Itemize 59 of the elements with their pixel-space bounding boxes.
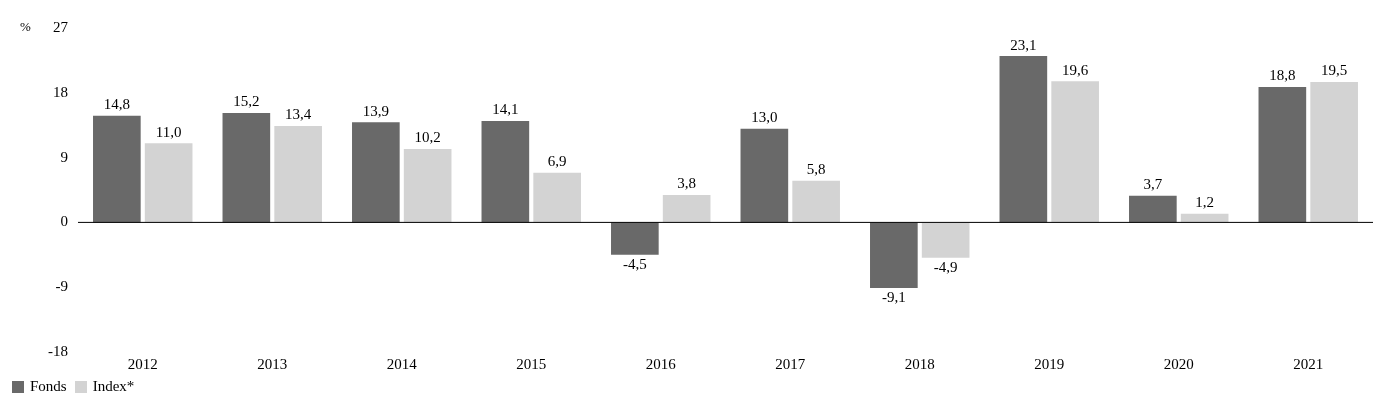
data-label: 11,0 xyxy=(155,123,182,140)
data-label: 10,2 xyxy=(414,129,441,146)
y-tick-label: 18 xyxy=(53,83,68,100)
x-tick-label: 2019 xyxy=(1034,355,1065,372)
legend-label: Index* xyxy=(92,378,135,395)
x-tick-label: 2020 xyxy=(1163,355,1194,372)
bar xyxy=(1310,82,1358,223)
bar xyxy=(1129,195,1177,223)
data-label: 18,8 xyxy=(1269,67,1296,84)
x-tick-label: 2021 xyxy=(1293,355,1324,372)
data-label: 15,2 xyxy=(233,93,260,110)
bar xyxy=(870,222,918,288)
data-label: 1,2 xyxy=(1195,194,1215,211)
bar xyxy=(403,148,452,223)
bar xyxy=(274,125,322,223)
data-label: 13,0 xyxy=(751,109,778,126)
y-tick-label: 0 xyxy=(60,213,68,230)
data-label: 23,1 xyxy=(1010,36,1037,53)
y-tick-label: -9 xyxy=(55,278,68,295)
bar xyxy=(1180,213,1229,223)
data-label: 14,1 xyxy=(492,101,519,118)
data-label: 5,8 xyxy=(806,161,826,178)
legend-label: Fonds xyxy=(30,378,67,395)
data-label: 14,8 xyxy=(103,96,130,113)
data-label: 13,9 xyxy=(362,102,389,119)
data-label: -4,9 xyxy=(933,259,958,276)
bar xyxy=(792,180,840,223)
data-label: 13,4 xyxy=(285,106,312,123)
y-tick-label: 9 xyxy=(60,148,68,165)
bar xyxy=(740,128,789,223)
data-label: 19,6 xyxy=(1062,61,1089,78)
bar xyxy=(93,115,141,223)
bar xyxy=(144,143,193,223)
data-label: 3,8 xyxy=(677,175,697,192)
y-tick-label: 27 xyxy=(53,18,69,35)
x-tick-label: 2014 xyxy=(386,355,418,372)
data-label: 6,9 xyxy=(547,153,567,170)
bar xyxy=(921,222,970,258)
y-axis-title: % xyxy=(20,19,31,35)
y-tick-label: -18 xyxy=(48,342,68,359)
x-tick-label: 2018 xyxy=(904,355,935,372)
bar xyxy=(611,222,659,255)
bar xyxy=(533,172,581,223)
bar xyxy=(662,195,711,223)
x-tick-label: 2016 xyxy=(645,355,677,372)
x-tick-label: 2017 xyxy=(775,355,806,372)
bar xyxy=(481,120,530,223)
bar xyxy=(352,122,400,223)
data-label: 19,5 xyxy=(1321,62,1348,79)
x-tick-label: 2015 xyxy=(516,355,547,372)
x-tick-label: 2012 xyxy=(127,355,158,372)
bar xyxy=(1258,87,1307,223)
x-tick-label: 2013 xyxy=(257,355,288,372)
data-label: -4,5 xyxy=(622,256,647,273)
bar xyxy=(1051,81,1099,223)
bar xyxy=(222,112,271,223)
data-label: -9,1 xyxy=(881,289,906,306)
data-label: 3,7 xyxy=(1143,176,1163,193)
bar xyxy=(999,56,1048,223)
